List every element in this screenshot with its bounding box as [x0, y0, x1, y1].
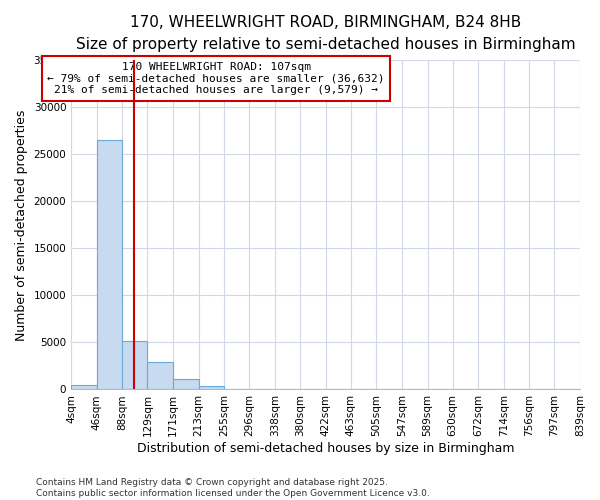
- Bar: [173, 379, 199, 390]
- Bar: [224, 388, 249, 390]
- Y-axis label: Number of semi-detached properties: Number of semi-detached properties: [15, 109, 28, 340]
- Bar: [71, 386, 97, 390]
- Text: 170 WHEELWRIGHT ROAD: 107sqm
← 79% of semi-detached houses are smaller (36,632)
: 170 WHEELWRIGHT ROAD: 107sqm ← 79% of se…: [47, 62, 385, 95]
- Bar: [199, 386, 224, 390]
- Bar: [122, 340, 148, 390]
- Bar: [148, 362, 173, 390]
- Text: Contains HM Land Registry data © Crown copyright and database right 2025.
Contai: Contains HM Land Registry data © Crown c…: [36, 478, 430, 498]
- X-axis label: Distribution of semi-detached houses by size in Birmingham: Distribution of semi-detached houses by …: [137, 442, 514, 455]
- Bar: [97, 140, 122, 390]
- Title: 170, WHEELWRIGHT ROAD, BIRMINGHAM, B24 8HB
Size of property relative to semi-det: 170, WHEELWRIGHT ROAD, BIRMINGHAM, B24 8…: [76, 15, 575, 52]
